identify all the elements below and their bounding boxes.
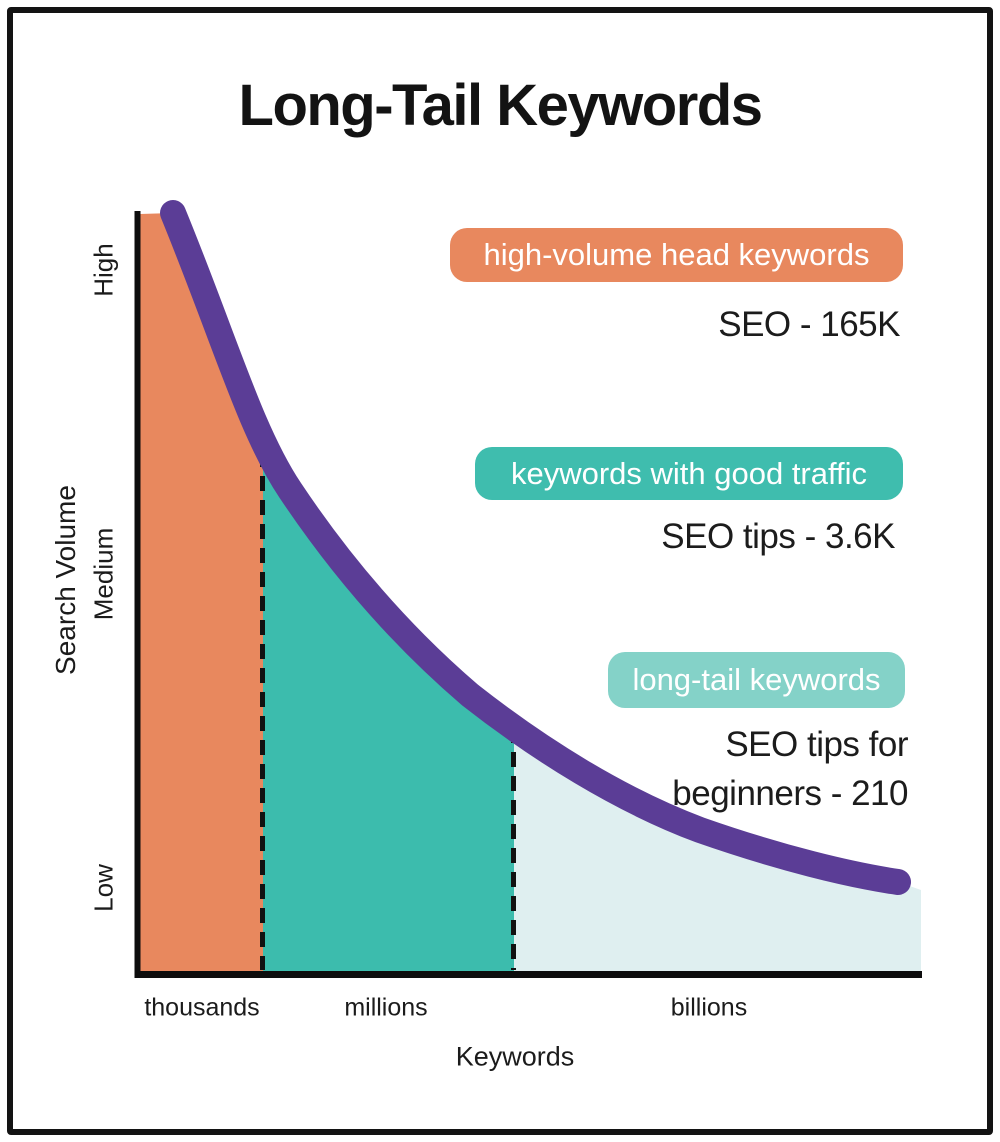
y-tick-low: Low (88, 864, 119, 912)
y-tick-high: High (88, 243, 119, 297)
x-tick-millions: millions (344, 993, 428, 1022)
demand-curve (160, 200, 911, 895)
y-tick-medium: Medium (88, 527, 119, 621)
x-tick-thousands: thousands (144, 993, 260, 1022)
x-axis-title: Keywords (455, 1041, 575, 1072)
badge-good-traffic-keywords: keywords with good traffic (475, 447, 903, 500)
annotation-long-tail-value-line2: beginners - 210 (672, 774, 908, 813)
annotation-good-traffic-value: SEO tips - 3.6K (661, 517, 895, 556)
x-tick-billions: billions (670, 993, 748, 1022)
annotation-long-tail-value: SEO tips for beginners - 210 (672, 720, 908, 818)
annotation-long-tail-value-line1: SEO tips for (725, 725, 908, 764)
annotation-head-keywords-value: SEO - 165K (718, 305, 900, 344)
badge-head-keywords: high-volume head keywords (450, 228, 903, 282)
chart-title: Long-Tail Keywords (238, 73, 763, 138)
badge-long-tail-keywords: long-tail keywords (608, 652, 905, 708)
y-axis-title: Search Volume (50, 485, 81, 675)
